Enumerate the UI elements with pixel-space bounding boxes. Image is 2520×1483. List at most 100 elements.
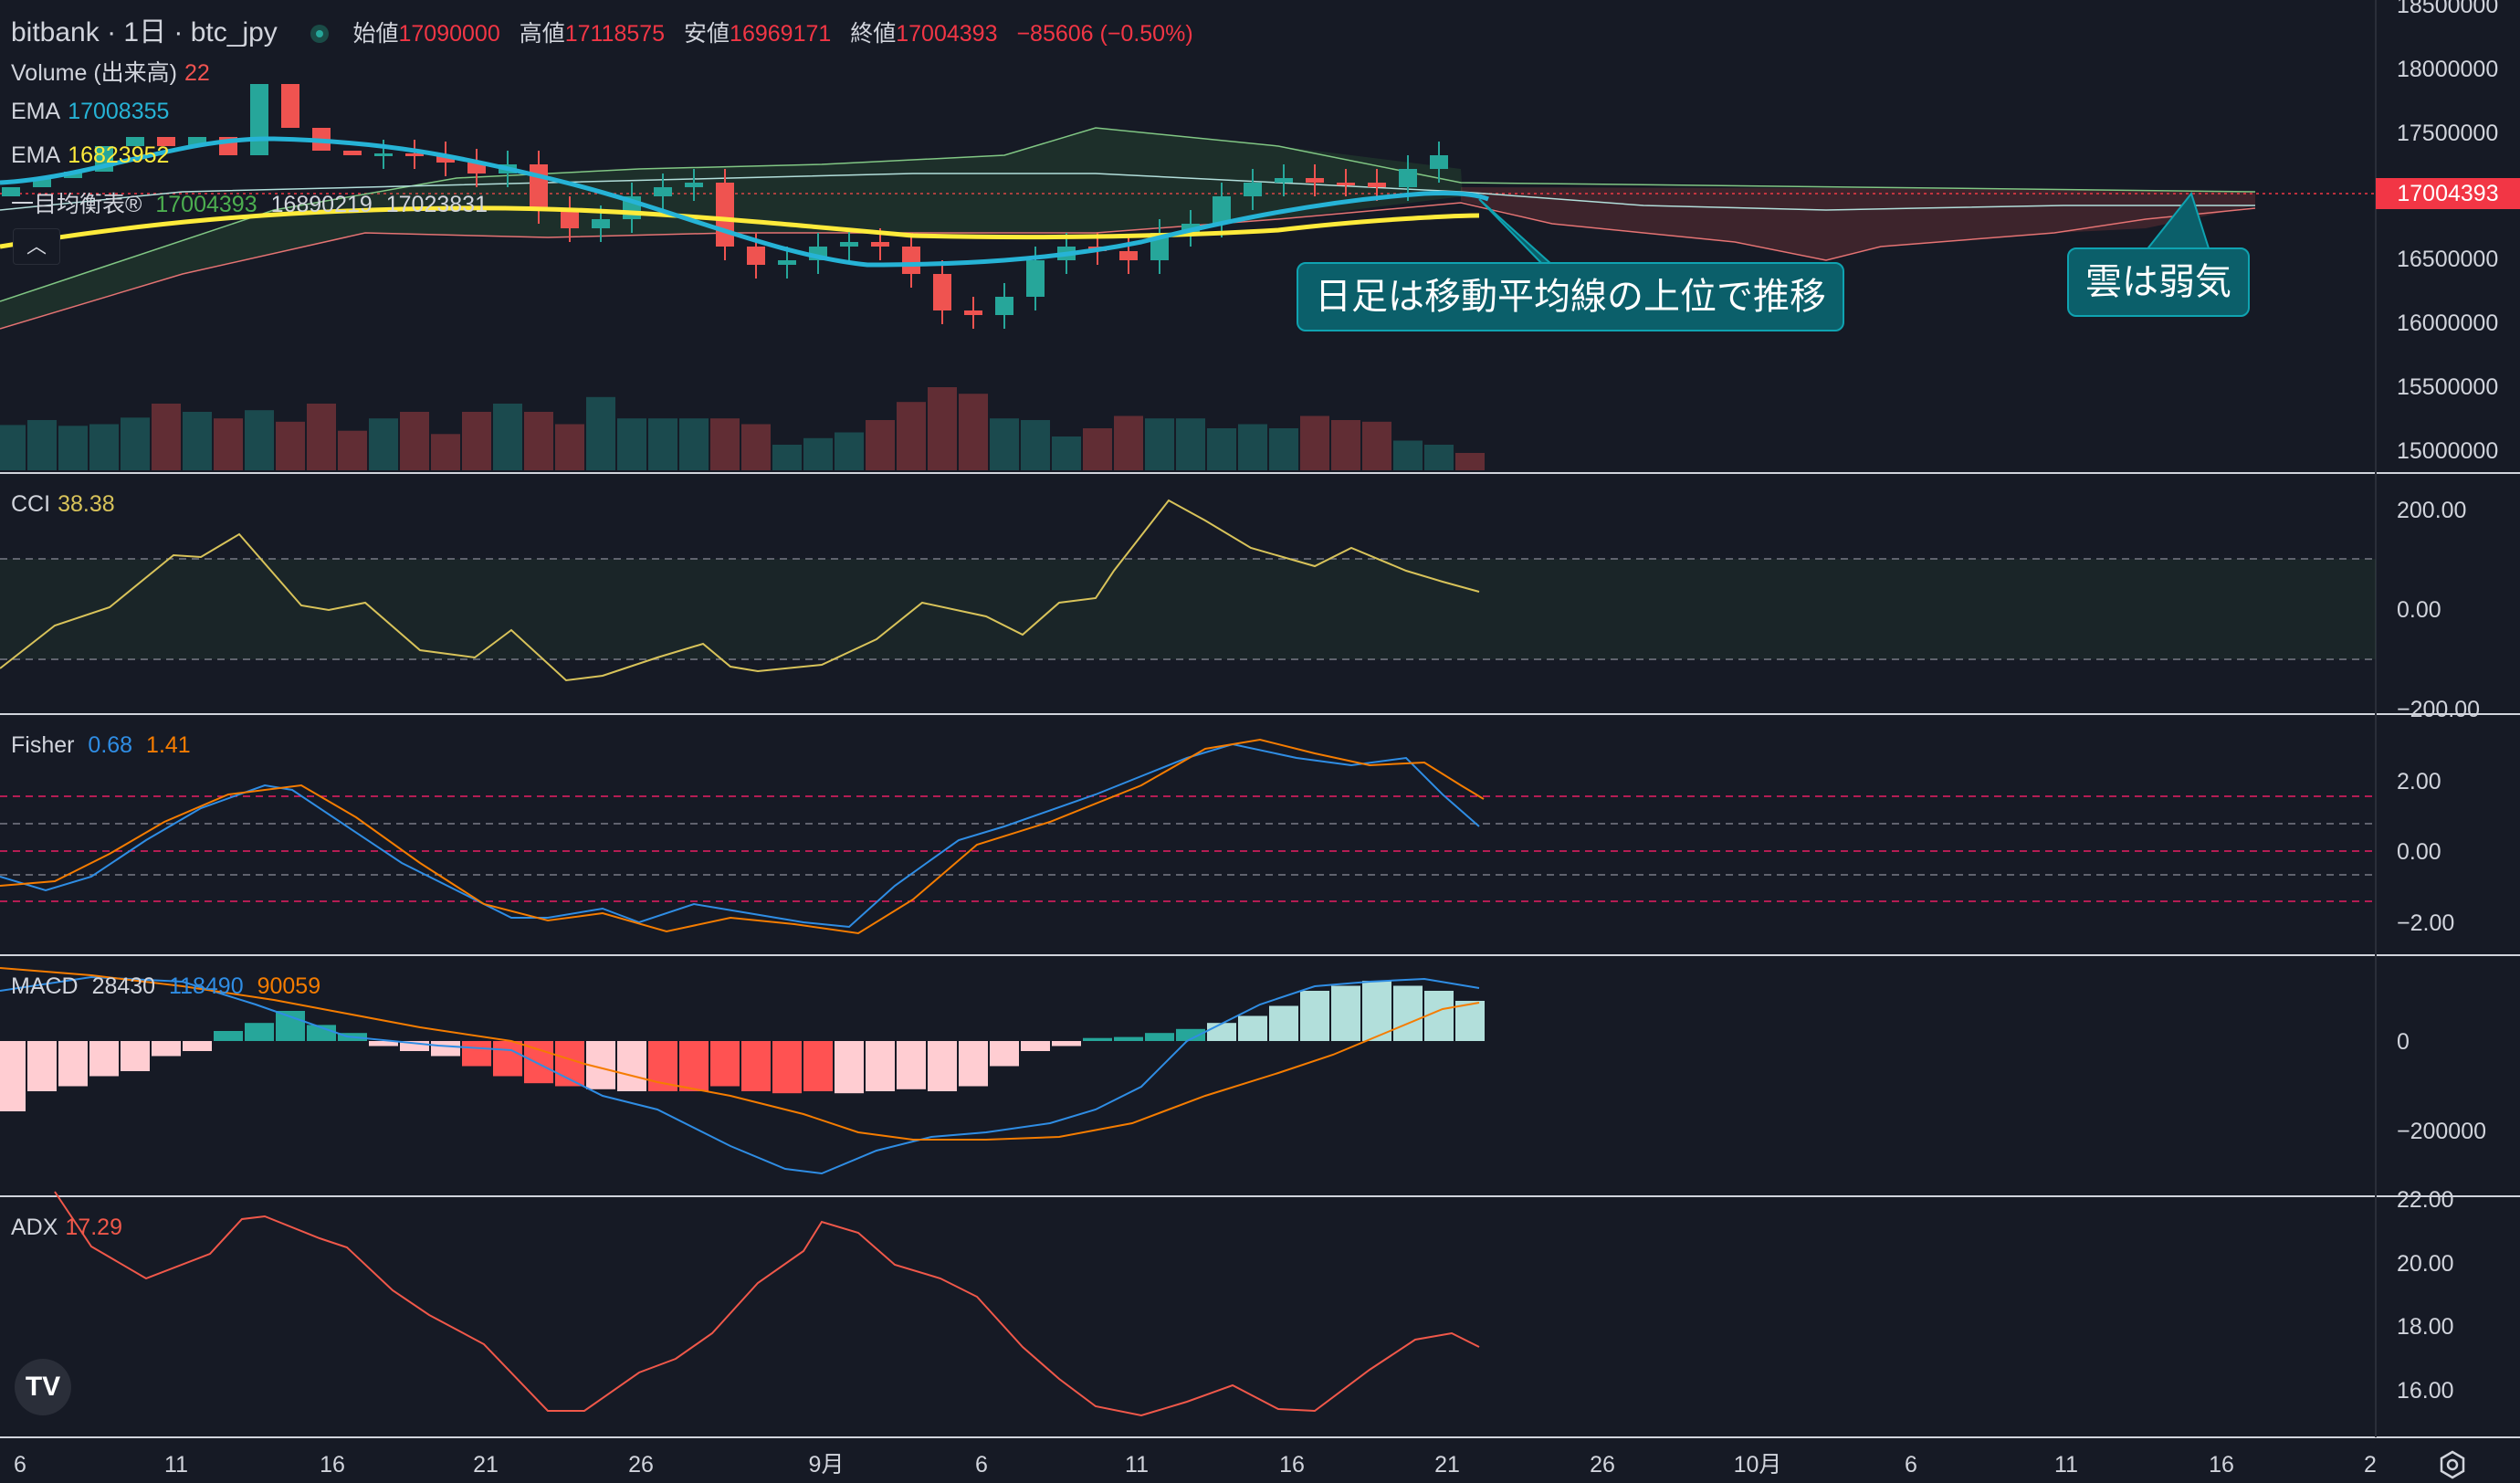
chart-header: bitbank · 1日 · btc_jpy 始値17090000 高値1711… xyxy=(11,9,1206,49)
legend-ema-fast[interactable]: EMA 17008355 xyxy=(11,99,170,124)
volume-bar xyxy=(772,445,802,470)
macd-histogram-bar xyxy=(710,1041,740,1087)
candle-body xyxy=(1275,178,1293,183)
macd-histogram-bar xyxy=(524,1041,553,1084)
volume-bar xyxy=(152,404,181,470)
candle-body xyxy=(374,153,393,156)
price-tick: 15500000 xyxy=(2397,374,2498,400)
legend-ema-slow[interactable]: EMA 16823952 xyxy=(11,142,170,168)
volume-bar xyxy=(431,434,460,470)
candle-body xyxy=(1213,196,1231,224)
macd-histogram-bar xyxy=(1176,1028,1205,1041)
volume-bar xyxy=(1145,418,1174,470)
candle-body xyxy=(871,242,889,247)
volume-bar xyxy=(1393,440,1423,470)
candle-body xyxy=(33,178,51,187)
symbol-title[interactable]: bitbank · 1日 · btc_jpy xyxy=(11,17,278,47)
volume-bar xyxy=(1424,445,1454,470)
volume-bar xyxy=(897,402,926,470)
volume-bar xyxy=(400,412,429,470)
legend-volume[interactable]: Volume (出来高) 22 xyxy=(11,60,210,86)
volume-bar xyxy=(1207,428,1236,470)
macd-histogram-bar xyxy=(58,1041,88,1087)
settings-gear-icon[interactable] xyxy=(2438,1450,2467,1479)
time-tick: 11 xyxy=(1125,1452,1149,1478)
macd-line xyxy=(0,975,1480,1175)
volume-bar xyxy=(741,424,771,470)
adx-tick: 18.00 xyxy=(2397,1314,2454,1340)
candle-body xyxy=(685,183,703,187)
volume-bar xyxy=(555,424,584,470)
ema-fast-line xyxy=(0,136,1489,268)
volume-bar xyxy=(648,418,677,470)
volume-bar xyxy=(835,432,864,470)
macd-histogram-bar xyxy=(1269,1005,1298,1041)
volume-bar xyxy=(617,418,646,470)
volume-bar xyxy=(990,418,1019,470)
fisher-tick: 0.00 xyxy=(2397,839,2441,865)
macd-histogram-bar xyxy=(866,1041,895,1091)
volume-bar xyxy=(214,418,243,470)
macd-histogram-bar xyxy=(1145,1033,1174,1041)
time-tick: 11 xyxy=(164,1452,188,1478)
macd-histogram-bar xyxy=(307,1025,336,1041)
macd-histogram-bar xyxy=(1455,1001,1485,1041)
fisher-signal-line xyxy=(0,738,1485,935)
volume-bar xyxy=(1238,424,1267,470)
volume-bar xyxy=(369,418,398,470)
adx-tick: 16.00 xyxy=(2397,1378,2454,1404)
fisher-tick: −2.00 xyxy=(2397,910,2454,936)
volume-bar xyxy=(462,412,491,470)
volume-bar xyxy=(959,394,988,470)
macd-histogram-bar xyxy=(1331,985,1360,1041)
time-tick: 26 xyxy=(628,1452,654,1478)
legend-cci[interactable]: CCI 38.38 xyxy=(11,491,115,517)
tradingview-logo-icon[interactable]: TV xyxy=(15,1359,71,1415)
volume-bar xyxy=(710,418,740,470)
legend-macd[interactable]: MACD 28430 118490 90059 xyxy=(11,973,321,999)
collapse-legend-button[interactable]: ︿ xyxy=(13,228,60,265)
legend-fisher[interactable]: Fisher 0.68 1.41 xyxy=(11,732,191,758)
ichimoku-cloud xyxy=(0,127,2256,330)
volume-bar xyxy=(803,437,833,470)
volume-bar xyxy=(1052,436,1081,470)
candle-body xyxy=(157,137,175,146)
macd-histogram-bar xyxy=(803,1041,833,1091)
volume-bar xyxy=(183,412,212,470)
candle-body xyxy=(1368,183,1386,187)
volume-bar xyxy=(493,404,522,470)
legend-ichimoku[interactable]: 一目均衡表® 17004393 16890219 17023831 xyxy=(11,192,488,217)
volume-bar xyxy=(58,426,88,470)
last-price-label: 17004393 xyxy=(2376,178,2520,209)
macd-histogram-bar xyxy=(1393,985,1423,1041)
candle-body xyxy=(840,242,858,247)
volume-bar xyxy=(866,420,895,470)
macd-histogram-bar xyxy=(27,1041,57,1091)
time-tick: 16 xyxy=(1279,1452,1305,1478)
macd-histogram-bar xyxy=(1114,1036,1143,1041)
time-tick: 16 xyxy=(2209,1452,2234,1478)
macd-histogram-bar xyxy=(0,1041,26,1111)
volume-bar xyxy=(245,410,274,470)
time-tick: 6 xyxy=(975,1452,988,1478)
adx-tick: 22.00 xyxy=(2397,1187,2454,1213)
cci-tick: 200.00 xyxy=(2397,498,2466,523)
macd-histogram-bar xyxy=(1021,1041,1050,1051)
macd-histogram-bar xyxy=(1424,991,1454,1041)
candle-body xyxy=(343,151,362,155)
volume-bar xyxy=(1021,420,1050,470)
kijun-line xyxy=(0,173,2255,211)
macd-histogram-bar xyxy=(772,1041,802,1094)
candle-body xyxy=(1306,178,1324,183)
candle-body xyxy=(405,153,424,156)
time-tick: 2 xyxy=(2364,1452,2377,1478)
candle-body xyxy=(126,137,144,146)
macd-histogram-bar xyxy=(1238,1015,1267,1041)
legend-adx[interactable]: ADX 17.29 xyxy=(11,1215,122,1240)
time-tick: 9月 xyxy=(809,1452,845,1478)
grid-lines xyxy=(0,0,2520,1438)
macd-histogram-bar xyxy=(400,1041,429,1051)
adx-line xyxy=(54,1191,1480,1417)
